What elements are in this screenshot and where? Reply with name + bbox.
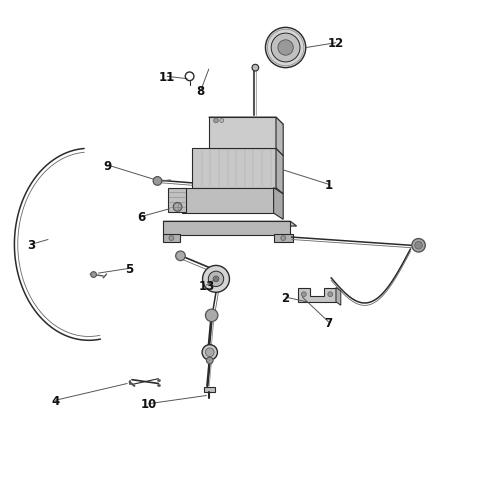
Circle shape bbox=[213, 276, 219, 282]
Polygon shape bbox=[336, 288, 341, 306]
Text: 3: 3 bbox=[27, 238, 35, 251]
Circle shape bbox=[206, 357, 213, 364]
Circle shape bbox=[328, 292, 333, 297]
Circle shape bbox=[220, 120, 224, 123]
Polygon shape bbox=[274, 234, 293, 242]
Text: 1: 1 bbox=[325, 179, 333, 192]
Text: 4: 4 bbox=[51, 394, 60, 407]
Text: 11: 11 bbox=[159, 71, 175, 84]
Text: 5: 5 bbox=[125, 262, 134, 275]
Polygon shape bbox=[276, 118, 283, 156]
Polygon shape bbox=[182, 188, 274, 214]
Polygon shape bbox=[209, 118, 276, 149]
Polygon shape bbox=[163, 234, 180, 242]
Circle shape bbox=[205, 348, 214, 357]
Text: 13: 13 bbox=[198, 279, 215, 292]
Circle shape bbox=[173, 203, 182, 212]
Circle shape bbox=[252, 65, 259, 72]
Circle shape bbox=[281, 236, 286, 241]
Text: 12: 12 bbox=[328, 37, 344, 50]
Polygon shape bbox=[168, 188, 186, 212]
Circle shape bbox=[278, 41, 293, 56]
Text: 9: 9 bbox=[104, 159, 112, 172]
Circle shape bbox=[415, 242, 422, 250]
Polygon shape bbox=[209, 118, 283, 125]
Polygon shape bbox=[298, 288, 336, 302]
Circle shape bbox=[153, 177, 162, 186]
Circle shape bbox=[176, 252, 185, 261]
Circle shape bbox=[412, 239, 425, 252]
Polygon shape bbox=[204, 387, 215, 392]
Text: 8: 8 bbox=[196, 85, 205, 98]
Circle shape bbox=[202, 345, 217, 360]
Circle shape bbox=[271, 34, 300, 63]
Circle shape bbox=[91, 272, 96, 278]
Circle shape bbox=[205, 310, 218, 322]
Text: 6: 6 bbox=[137, 211, 146, 224]
Circle shape bbox=[169, 236, 174, 241]
Polygon shape bbox=[274, 188, 283, 220]
Text: 2: 2 bbox=[282, 291, 289, 304]
Circle shape bbox=[214, 119, 218, 124]
Text: 10: 10 bbox=[141, 397, 157, 410]
Circle shape bbox=[203, 266, 229, 293]
Text: 7: 7 bbox=[325, 316, 333, 329]
Polygon shape bbox=[163, 222, 290, 235]
Polygon shape bbox=[163, 222, 297, 227]
Circle shape bbox=[265, 28, 306, 69]
Circle shape bbox=[301, 292, 306, 297]
Circle shape bbox=[208, 272, 224, 287]
Polygon shape bbox=[192, 149, 276, 188]
Polygon shape bbox=[276, 149, 283, 194]
